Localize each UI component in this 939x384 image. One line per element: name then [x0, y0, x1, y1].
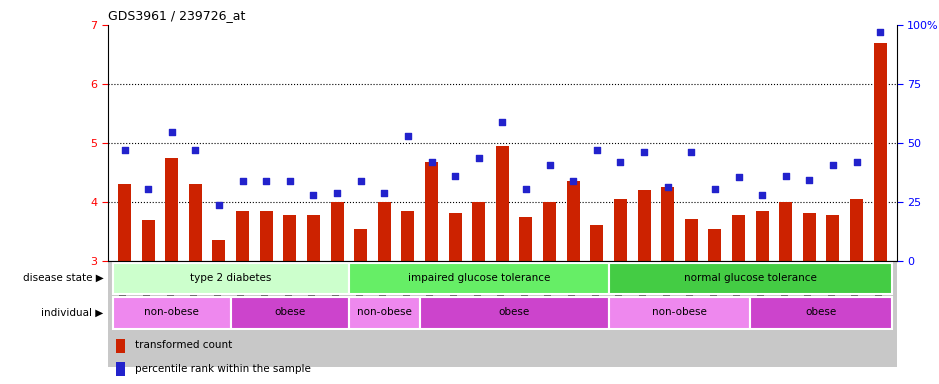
- Point: [188, 147, 203, 153]
- Bar: [377, 202, 391, 261]
- Point: [306, 192, 321, 198]
- Bar: [850, 199, 863, 261]
- Point: [518, 186, 533, 192]
- Bar: [608, 263, 892, 294]
- Bar: [567, 181, 579, 261]
- Text: obese: obese: [806, 307, 837, 317]
- Text: type 2 diabetes: type 2 diabetes: [190, 273, 271, 283]
- Bar: [115, 339, 125, 353]
- Text: GDS3961 / 239726_at: GDS3961 / 239726_at: [108, 9, 245, 22]
- Bar: [543, 202, 556, 261]
- Bar: [108, 261, 897, 367]
- Bar: [284, 215, 297, 261]
- Point: [259, 178, 274, 184]
- Text: obese: obese: [274, 307, 305, 317]
- Bar: [638, 190, 651, 261]
- Point: [825, 162, 840, 169]
- Point: [755, 192, 770, 198]
- Point: [660, 184, 675, 190]
- Text: disease state ▶: disease state ▶: [23, 273, 103, 283]
- Bar: [803, 213, 816, 261]
- Point: [565, 178, 580, 184]
- Bar: [685, 218, 698, 261]
- Point: [849, 159, 864, 165]
- Point: [283, 178, 298, 184]
- Point: [731, 174, 746, 180]
- Bar: [661, 187, 674, 261]
- Bar: [231, 297, 349, 328]
- Point: [684, 149, 699, 155]
- Bar: [349, 297, 420, 328]
- Bar: [401, 211, 414, 261]
- Bar: [115, 362, 125, 376]
- Bar: [779, 202, 793, 261]
- Point: [330, 190, 345, 196]
- Bar: [331, 202, 344, 261]
- Point: [872, 29, 887, 35]
- Point: [542, 162, 557, 169]
- Bar: [496, 146, 509, 261]
- Point: [495, 119, 510, 126]
- Bar: [425, 162, 438, 261]
- Point: [353, 178, 368, 184]
- Point: [707, 186, 722, 192]
- Bar: [756, 211, 769, 261]
- Point: [400, 133, 415, 139]
- Bar: [307, 215, 320, 261]
- Bar: [732, 215, 745, 261]
- Point: [117, 147, 132, 153]
- Bar: [472, 202, 485, 261]
- Bar: [708, 228, 721, 261]
- Point: [778, 172, 793, 179]
- Bar: [108, 261, 897, 384]
- Point: [613, 159, 628, 165]
- Point: [802, 177, 817, 183]
- Point: [471, 155, 486, 161]
- Point: [235, 178, 250, 184]
- Text: non-obese: non-obese: [357, 307, 411, 317]
- Text: impaired glucose tolerance: impaired glucose tolerance: [408, 273, 550, 283]
- Bar: [165, 158, 178, 261]
- Bar: [354, 228, 367, 261]
- Bar: [420, 297, 608, 328]
- Bar: [591, 225, 604, 261]
- Point: [164, 129, 179, 136]
- Bar: [349, 263, 608, 294]
- Bar: [212, 240, 225, 261]
- Bar: [113, 297, 231, 328]
- Bar: [260, 211, 272, 261]
- Bar: [449, 213, 462, 261]
- Text: non-obese: non-obese: [145, 307, 199, 317]
- Point: [448, 172, 463, 179]
- Point: [211, 202, 226, 208]
- Point: [424, 159, 439, 165]
- Bar: [118, 184, 131, 261]
- Bar: [142, 220, 155, 261]
- Bar: [236, 211, 249, 261]
- Bar: [189, 184, 202, 261]
- Text: percentile rank within the sample: percentile rank within the sample: [135, 364, 311, 374]
- Bar: [873, 43, 886, 261]
- Text: non-obese: non-obese: [652, 307, 707, 317]
- Text: obese: obese: [499, 307, 530, 317]
- Bar: [113, 263, 349, 294]
- Text: individual ▶: individual ▶: [41, 307, 103, 317]
- Point: [637, 149, 652, 155]
- Point: [377, 190, 392, 196]
- Bar: [614, 199, 627, 261]
- Bar: [608, 297, 750, 328]
- Text: transformed count: transformed count: [135, 340, 232, 350]
- Point: [141, 186, 156, 192]
- Bar: [826, 215, 839, 261]
- Bar: [519, 217, 532, 261]
- Text: normal glucose tolerance: normal glucose tolerance: [684, 273, 817, 283]
- Bar: [750, 297, 892, 328]
- Point: [590, 147, 605, 153]
